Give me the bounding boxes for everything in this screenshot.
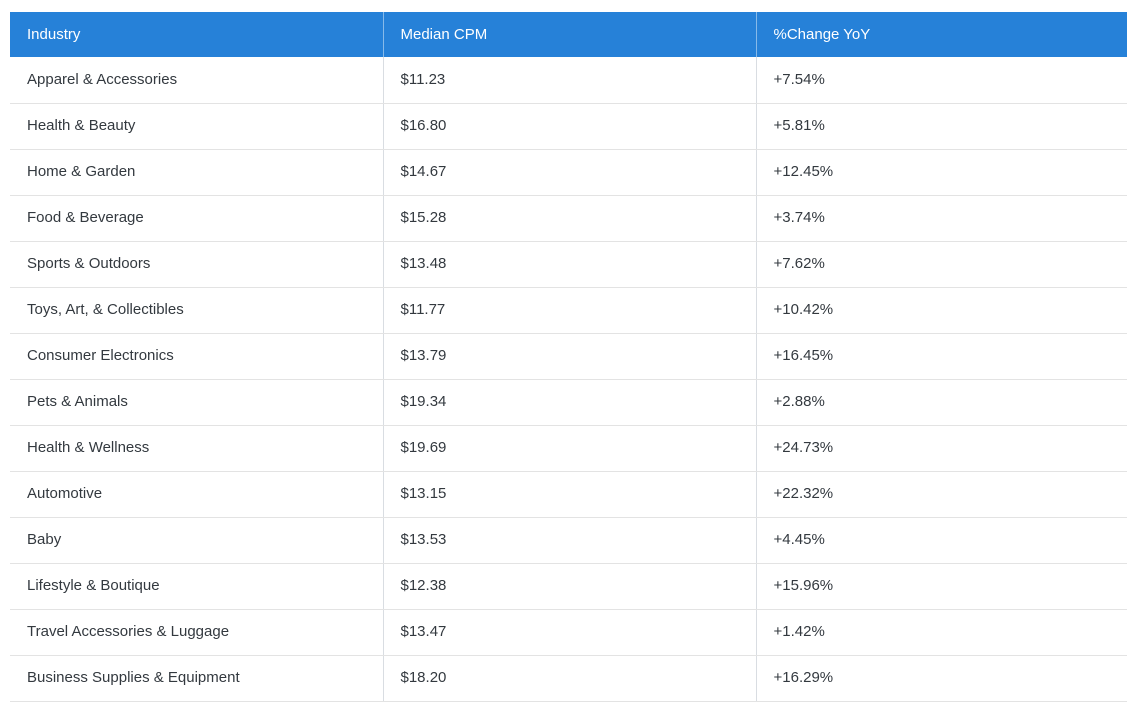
change-yoy-cell: +12.45% — [755, 149, 1127, 196]
change-yoy-cell: +1.42% — [755, 609, 1127, 656]
median-cpm-cell: $19.69 — [382, 425, 756, 472]
table-header-row: Industry Median CPM %Change YoY — [10, 12, 1127, 57]
median-cpm-cell: $15.28 — [382, 195, 756, 242]
median-cpm-cell: $16.80 — [382, 103, 756, 150]
median-cpm-cell: $11.77 — [382, 287, 756, 334]
industry-cell: Sports & Outdoors — [10, 241, 383, 288]
median-cpm-cell: $11.23 — [382, 57, 756, 104]
cpm-table-container: Industry Median CPM %Change YoY Apparel … — [10, 12, 1127, 702]
change-yoy-cell: +24.73% — [755, 425, 1127, 472]
table-row: Baby $13.53 +4.45% — [10, 517, 1127, 564]
change-yoy-cell: +7.62% — [755, 241, 1127, 288]
median-cpm-cell: $13.47 — [382, 609, 756, 656]
cpm-table: Industry Median CPM %Change YoY Apparel … — [10, 12, 1127, 702]
industry-cell: Automotive — [10, 471, 383, 518]
table-row: Toys, Art, & Collectibles $11.77 +10.42% — [10, 287, 1127, 334]
table-row: Travel Accessories & Luggage $13.47 +1.42% — [10, 609, 1127, 656]
median-cpm-cell: $13.48 — [382, 241, 756, 288]
industry-cell: Pets & Animals — [10, 379, 383, 426]
industry-cell: Lifestyle & Boutique — [10, 563, 383, 610]
change-yoy-cell: +16.45% — [755, 333, 1127, 380]
table-row: Food & Beverage $15.28 +3.74% — [10, 195, 1127, 242]
industry-cell: Baby — [10, 517, 383, 564]
median-cpm-cell: $13.79 — [382, 333, 756, 380]
table-row: Home & Garden $14.67 +12.45% — [10, 149, 1127, 196]
header-cell-median-cpm: Median CPM — [382, 12, 756, 57]
median-cpm-cell: $18.20 — [382, 655, 756, 702]
header-cell-industry: Industry — [10, 12, 383, 57]
table-row: Consumer Electronics $13.79 +16.45% — [10, 333, 1127, 380]
industry-cell: Toys, Art, & Collectibles — [10, 287, 383, 334]
change-yoy-cell: +4.45% — [755, 517, 1127, 564]
table-row: Lifestyle & Boutique $12.38 +15.96% — [10, 563, 1127, 610]
industry-cell: Travel Accessories & Luggage — [10, 609, 383, 656]
table-row: Automotive $13.15 +22.32% — [10, 471, 1127, 518]
header-cell-change-yoy: %Change YoY — [755, 12, 1127, 57]
table-row: Pets & Animals $19.34 +2.88% — [10, 379, 1127, 426]
industry-cell: Home & Garden — [10, 149, 383, 196]
change-yoy-cell: +10.42% — [755, 287, 1127, 334]
change-yoy-cell: +5.81% — [755, 103, 1127, 150]
table-row: Apparel & Accessories $11.23 +7.54% — [10, 57, 1127, 104]
table-body: Apparel & Accessories $11.23 +7.54% Health … — [10, 57, 1127, 702]
median-cpm-cell: $13.53 — [382, 517, 756, 564]
industry-cell: Food & Beverage — [10, 195, 383, 242]
change-yoy-cell: +7.54% — [755, 57, 1127, 104]
industry-cell: Apparel & Accessories — [10, 57, 383, 104]
median-cpm-cell: $14.67 — [382, 149, 756, 196]
industry-cell: Health & Wellness — [10, 425, 383, 472]
industry-cell: Health & Beauty — [10, 103, 383, 150]
change-yoy-cell: +3.74% — [755, 195, 1127, 242]
industry-cell: Business Supplies & Equipment — [10, 655, 383, 702]
median-cpm-cell: $13.15 — [382, 471, 756, 518]
change-yoy-cell: +22.32% — [755, 471, 1127, 518]
table-row: Health & Beauty $16.80 +5.81% — [10, 103, 1127, 150]
change-yoy-cell: +2.88% — [755, 379, 1127, 426]
table-row: Sports & Outdoors $13.48 +7.62% — [10, 241, 1127, 288]
change-yoy-cell: +16.29% — [755, 655, 1127, 702]
industry-cell: Consumer Electronics — [10, 333, 383, 380]
median-cpm-cell: $19.34 — [382, 379, 756, 426]
median-cpm-cell: $12.38 — [382, 563, 756, 610]
change-yoy-cell: +15.96% — [755, 563, 1127, 610]
table-row: Business Supplies & Equipment $18.20 +16.2… — [10, 655, 1127, 702]
table-row: Health & Wellness $19.69 +24.73% — [10, 425, 1127, 472]
